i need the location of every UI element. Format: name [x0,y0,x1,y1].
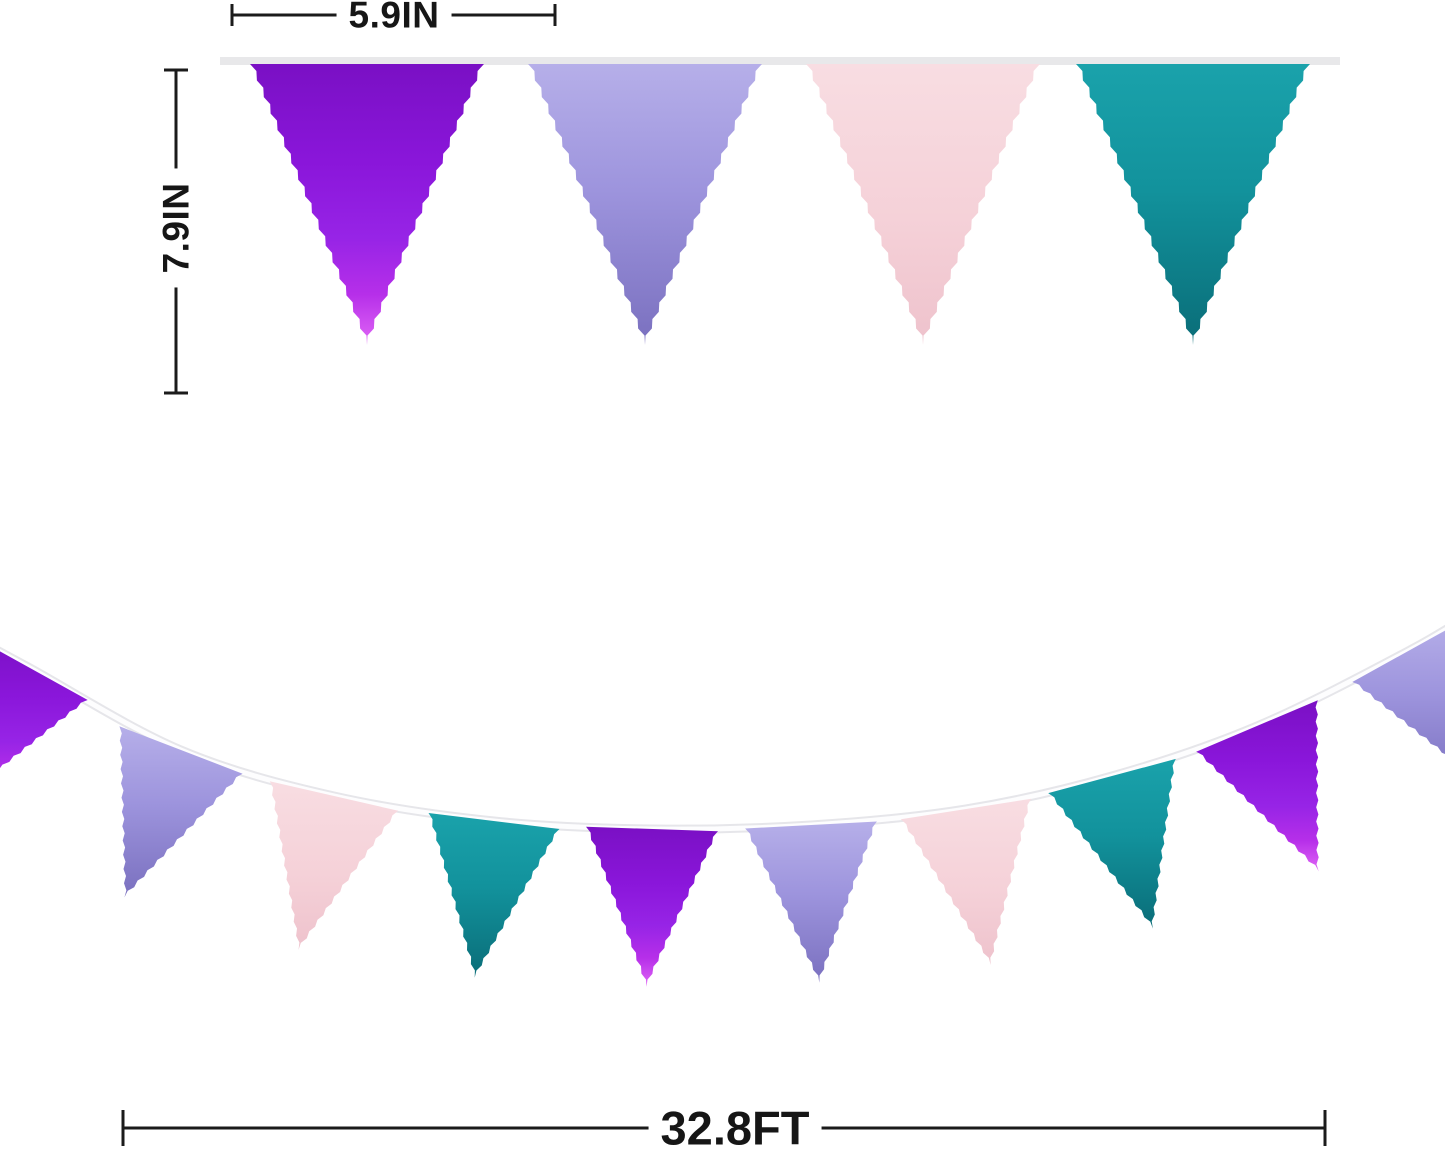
bottom-flag-7-pink [900,798,1032,966]
bottom-flag-6-lavender [745,821,877,983]
bottom-flag-10-lavender [1352,630,1445,755]
garland-string [0,627,1445,832]
bottom-flag-2-lavender [119,726,243,898]
top-ribbon [220,57,1340,65]
top-flag-1-purple [250,64,484,345]
bottom-flag-3-pink [269,781,399,950]
bottom-flag-5-purple [586,826,718,987]
flag-height-dimension-label: 7.9IN [156,168,197,288]
top-flag-3-pink [806,64,1040,345]
bottom-flag-8-teal [1048,758,1176,929]
bottom-flag-4-teal [428,813,560,978]
bottom-flag-1-purple [0,651,88,769]
bottom-flag-9-purple [1196,700,1319,872]
flag-width-dimension-label: 5.9IN [336,0,452,34]
garland-total-length-label: 32.8FT [648,1104,822,1152]
top-flag-4-teal [1076,64,1310,345]
top-flag-2-lavender [528,64,762,345]
